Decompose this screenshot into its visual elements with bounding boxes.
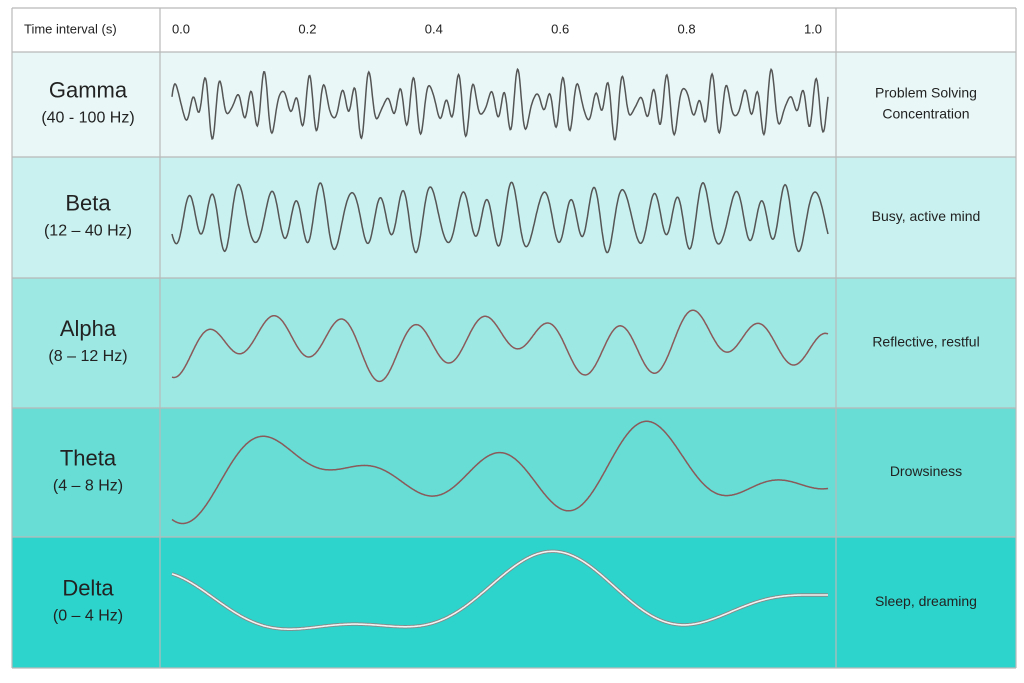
- header-row: [12, 8, 1016, 52]
- brainwave: [171, 309, 829, 383]
- wave-name: Theta: [60, 445, 117, 470]
- wave-row: [12, 537, 1016, 668]
- header-label: Time interval (s): [24, 21, 117, 36]
- wave-range: (4 – 8 Hz): [53, 478, 123, 495]
- wave-description: Busy, active mind: [872, 208, 981, 224]
- wave-description: Reflective, restful: [872, 334, 979, 350]
- wave-description: Sleep, dreaming: [875, 593, 977, 609]
- time-tick-label: 1.0: [804, 21, 822, 36]
- brainwave: [171, 181, 829, 254]
- wave-description: Concentration: [882, 106, 969, 122]
- wave-name: Alpha: [60, 316, 117, 341]
- time-tick-label: 0.8: [678, 21, 696, 36]
- brainwave: [171, 420, 829, 525]
- wave-name: Delta: [62, 575, 114, 600]
- brainwave: [171, 67, 829, 141]
- wave-name: Beta: [65, 190, 111, 215]
- wave-range: (8 – 12 Hz): [48, 348, 127, 365]
- wave-range: (0 – 4 Hz): [53, 608, 123, 625]
- wave-row: [12, 278, 1016, 408]
- time-tick-label: 0.0: [172, 21, 190, 36]
- wave-name: Gamma: [49, 77, 128, 102]
- wave-row: [12, 157, 1016, 278]
- wave-description: Drowsiness: [890, 463, 962, 479]
- time-tick-label: 0.4: [425, 21, 443, 36]
- time-tick-label: 0.2: [298, 21, 316, 36]
- wave-description: Problem Solving: [875, 85, 977, 101]
- wave-row: [12, 408, 1016, 537]
- brainwave: [171, 550, 828, 630]
- time-tick-label: 0.6: [551, 21, 569, 36]
- wave-range: (12 – 40 Hz): [44, 223, 132, 240]
- wave-range: (40 - 100 Hz): [41, 110, 134, 127]
